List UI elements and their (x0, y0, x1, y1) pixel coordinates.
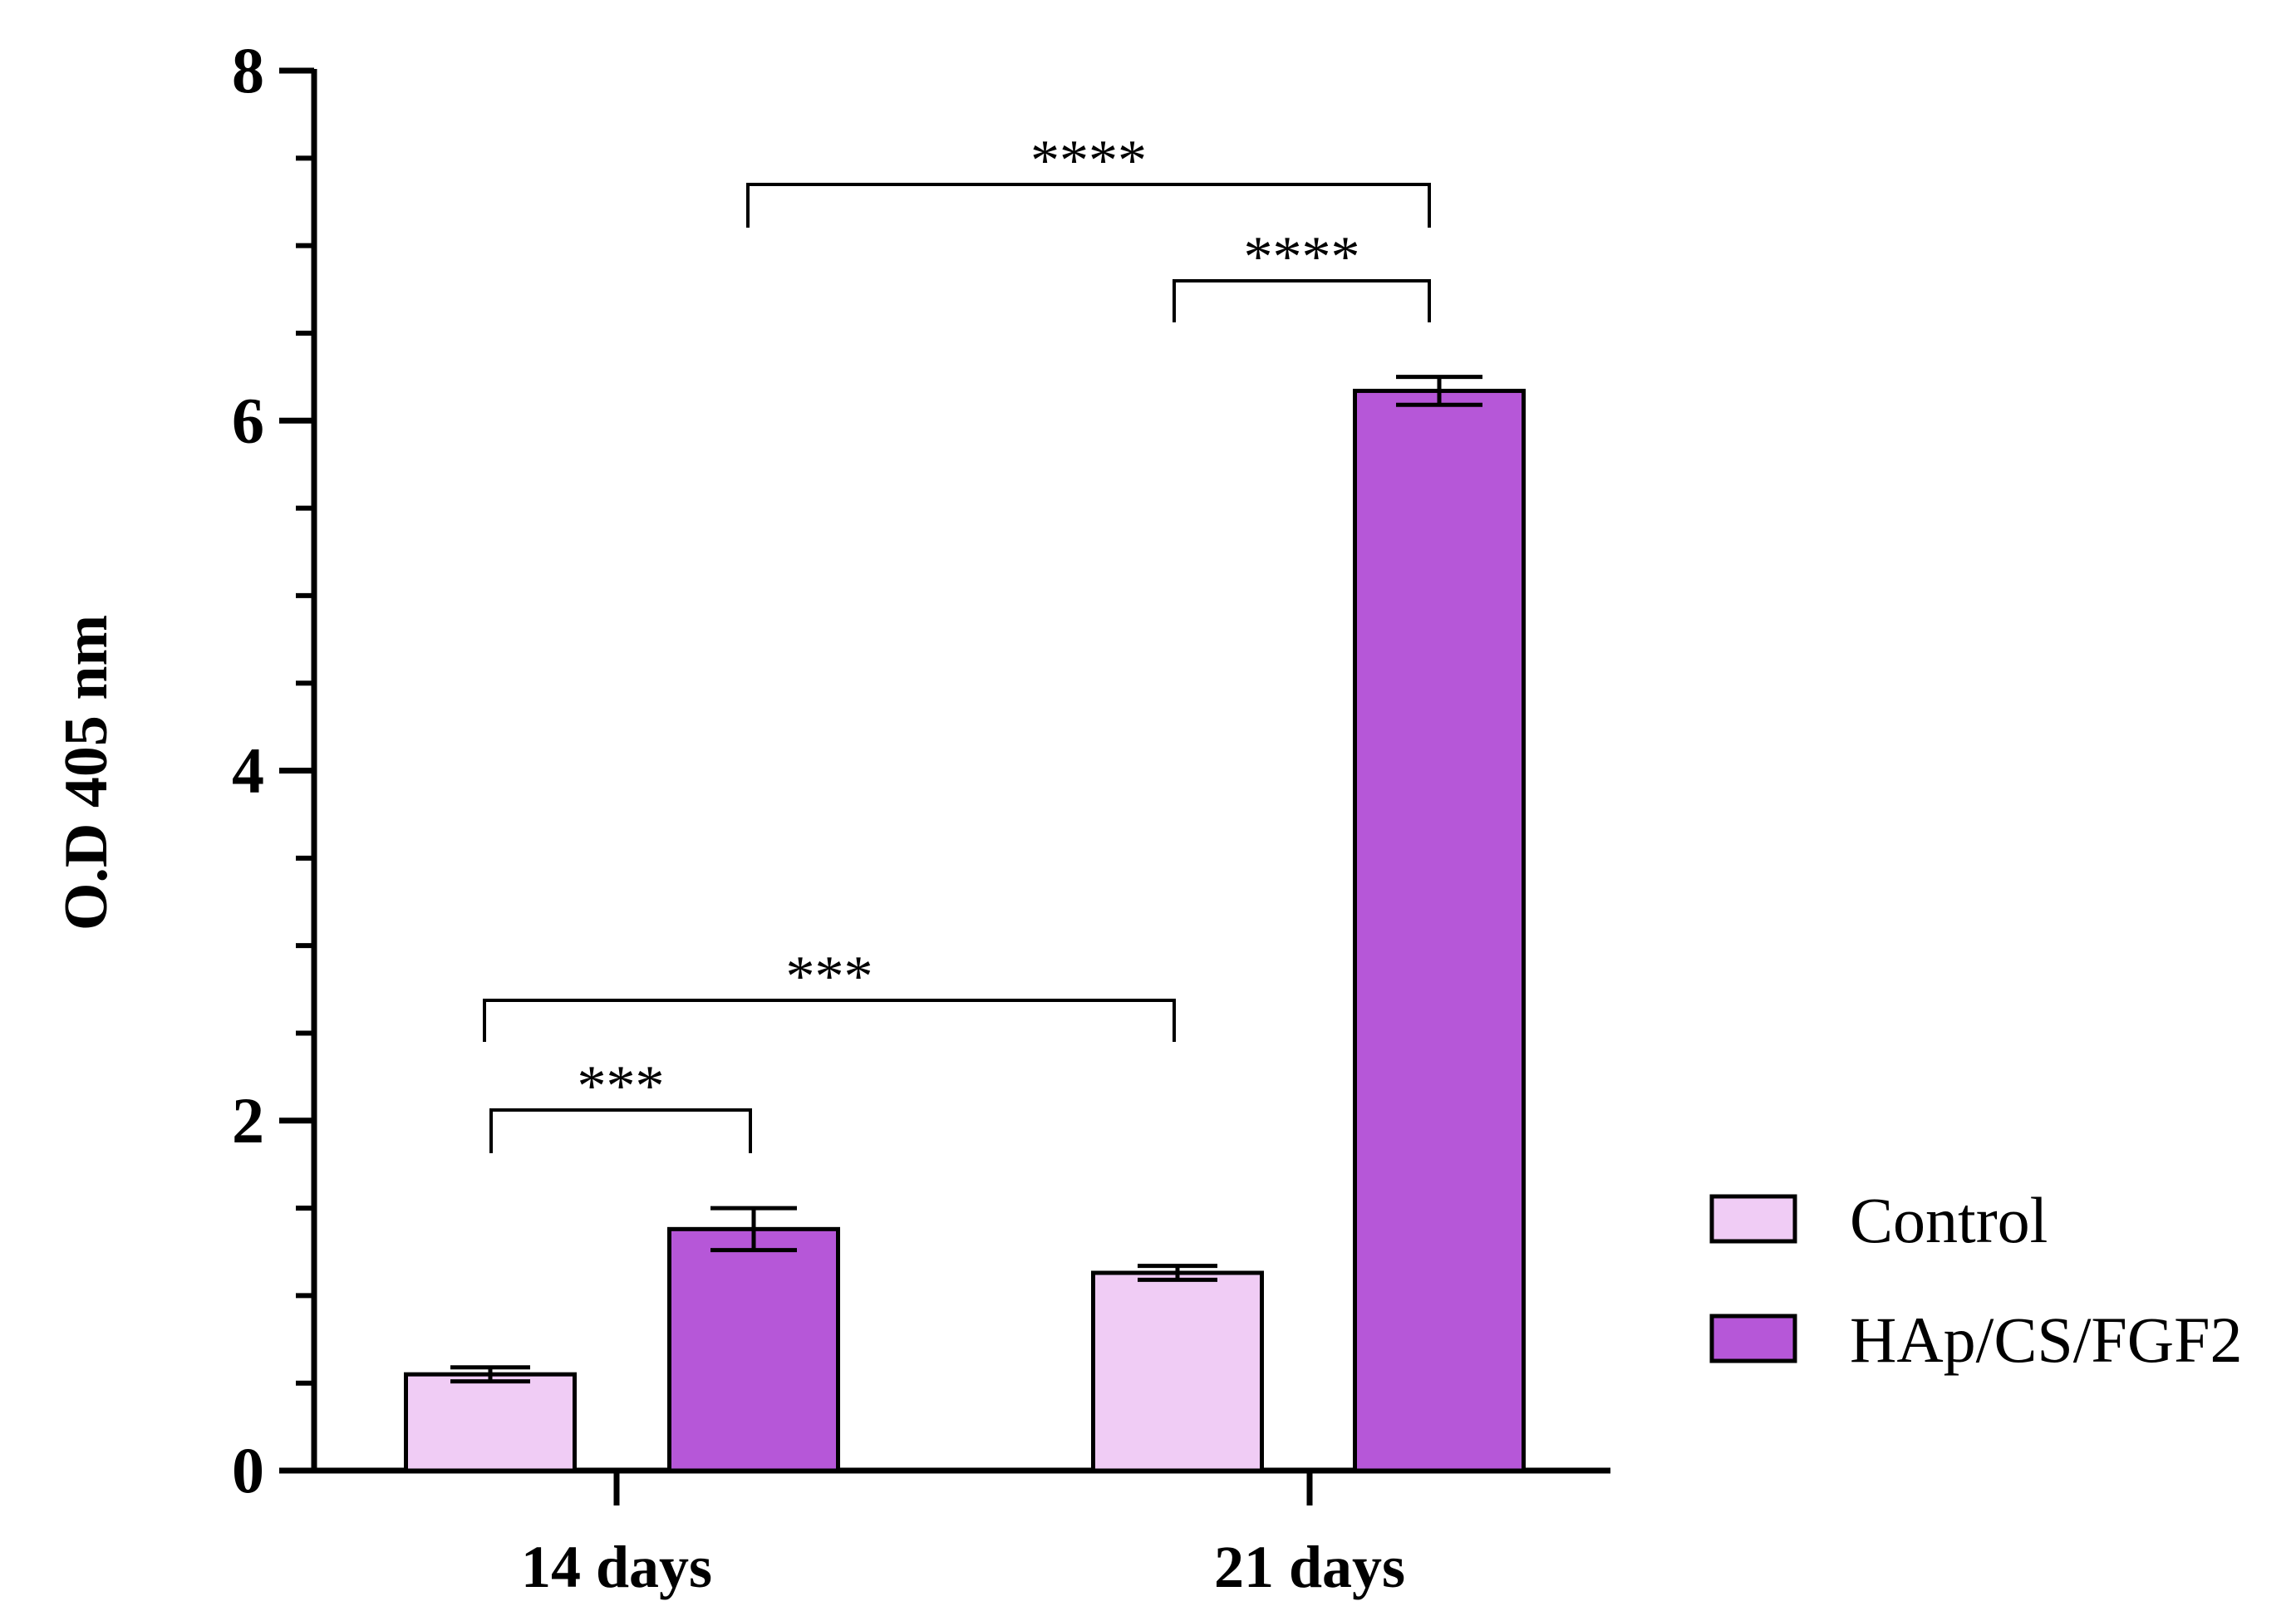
legend-label: HAp/CS/FGF2 (1850, 1304, 2243, 1376)
x-tick-label: 21 days (1214, 1534, 1405, 1600)
y-axis-label: O.D 405 nm (52, 615, 120, 931)
bar (404, 1372, 577, 1473)
legend-label: Control (1850, 1184, 2048, 1256)
y-tick-label: 2 (232, 1084, 264, 1157)
bars (404, 375, 1526, 1473)
significance-label: **** (1030, 129, 1147, 193)
significance-bracket (746, 183, 1431, 228)
legend-swatch (1709, 1194, 1797, 1244)
significance-bracket (483, 999, 1176, 1042)
bar (1353, 388, 1526, 1473)
y-tick-label: 0 (232, 1434, 264, 1506)
significance-label: *** (786, 945, 873, 1009)
legend: Control HAp/CS/FGF2 (1709, 1184, 2243, 1376)
significance-brackets: ************** (483, 129, 1431, 1153)
y-tick-label: 4 (232, 734, 264, 807)
bar (1091, 1270, 1264, 1473)
significance-bracket (1173, 279, 1431, 322)
x-tick-label: 14 days (521, 1534, 712, 1600)
significance-label: *** (578, 1054, 665, 1118)
y-tick-label: 6 (232, 384, 264, 456)
legend-swatch (1709, 1314, 1797, 1363)
significance-bracket (489, 1108, 752, 1153)
y-tick-label: 8 (232, 34, 264, 106)
significance-label: **** (1244, 225, 1360, 289)
bar (667, 1226, 840, 1473)
